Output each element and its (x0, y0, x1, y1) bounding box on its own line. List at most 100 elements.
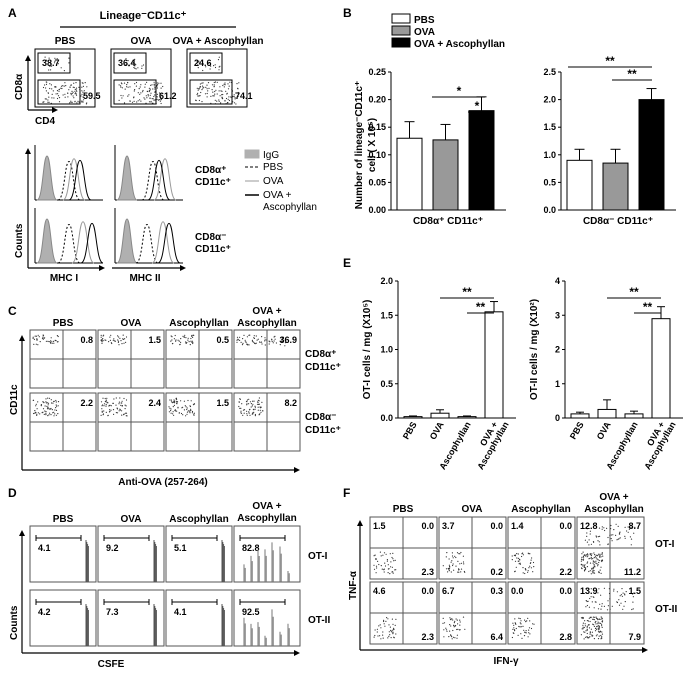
event-dot (132, 59, 134, 62)
event-dot (383, 623, 385, 625)
event-dot (101, 411, 103, 413)
event-dot (529, 565, 531, 567)
event-dot (515, 627, 517, 630)
event-dot (382, 634, 384, 636)
event-dot (112, 402, 114, 404)
event-dot (527, 571, 529, 573)
event-dot (110, 405, 112, 407)
event-dot (118, 403, 120, 405)
event-dot (530, 559, 532, 561)
panel-a-group-label: OVA (131, 36, 152, 47)
event-dot (394, 569, 396, 571)
bar (566, 159, 593, 211)
event-dot (120, 340, 122, 342)
event-dot (240, 412, 242, 414)
event-dot (150, 92, 152, 94)
event-dot (525, 621, 527, 623)
event-dot (46, 408, 49, 410)
event-dot (586, 532, 588, 534)
event-dot (375, 572, 377, 574)
event-dot (173, 338, 175, 340)
event-dot (33, 343, 35, 345)
event-dot (229, 81, 231, 83)
event-dot (120, 404, 122, 406)
event-dot (582, 555, 585, 558)
event-dot (589, 636, 591, 638)
event-dot (590, 573, 592, 575)
event-dot (529, 633, 531, 635)
quadrant-value-tr: 8.7 (628, 521, 641, 531)
event-dot (518, 563, 520, 565)
event-dot (112, 409, 115, 411)
event-dot (214, 64, 216, 66)
event-dot (183, 336, 185, 338)
event-dot (175, 398, 177, 400)
event-dot (599, 630, 602, 632)
quadrant-value-tr: 0.0 (421, 586, 434, 596)
event-dot (169, 399, 171, 401)
event-dot (254, 413, 256, 416)
event-dot (390, 629, 392, 632)
event-dot (453, 626, 455, 628)
event-dot (225, 97, 228, 100)
event-dot (223, 86, 225, 88)
event-dot (45, 90, 48, 92)
event-dot (598, 622, 600, 624)
event-dot (146, 81, 148, 83)
event-dot (118, 344, 120, 346)
event-dot (517, 634, 519, 637)
event-dot (108, 404, 110, 407)
event-dot (616, 591, 619, 593)
event-dot (377, 635, 379, 637)
gate-value-bottom: 59.5 (83, 91, 101, 101)
event-dot (198, 62, 200, 64)
event-dot (615, 523, 617, 525)
event-dot (64, 82, 66, 84)
event-dot (385, 620, 387, 623)
event-dot (192, 342, 194, 345)
event-dot (377, 560, 379, 563)
y-tick-label: 0.0 (380, 413, 393, 423)
event-dot (168, 411, 170, 413)
event-dot (35, 403, 37, 405)
event-dot (586, 625, 588, 627)
event-dot (244, 341, 246, 343)
event-dot (583, 566, 585, 568)
panel-c-quadrant-plot: 0.8 (29, 329, 97, 389)
event-dot (376, 628, 378, 630)
event-dot (586, 636, 588, 638)
event-dot (156, 96, 158, 98)
event-dot (102, 340, 104, 342)
event-dot (228, 96, 230, 98)
event-dot (217, 59, 220, 61)
event-dot (137, 92, 139, 94)
panel-a-hist-ylabel: Counts (14, 223, 25, 258)
event-dot (259, 409, 261, 411)
plot-frame (97, 525, 165, 583)
quadrant-value-tr: 0.0 (559, 521, 572, 531)
event-dot (121, 410, 123, 412)
event-dot (599, 603, 601, 605)
event-dot (44, 56, 46, 58)
scatter-frame (186, 48, 248, 108)
event-dot (36, 414, 38, 416)
event-dot (50, 65, 53, 67)
event-dot (625, 591, 627, 593)
event-dot (185, 415, 187, 417)
event-dot (56, 335, 59, 337)
event-dot (182, 335, 184, 337)
quadrant-value-tl: 1.4 (511, 521, 524, 531)
event-dot (595, 623, 597, 625)
event-dot (134, 65, 136, 67)
panel-a-hist-axis-y-head (25, 148, 31, 154)
panel-d-axis-y-label: Counts (9, 605, 20, 640)
event-dot (521, 555, 523, 558)
plot-frame (165, 525, 233, 583)
event-dot (394, 624, 396, 627)
event-dot (590, 556, 592, 559)
event-dot (47, 92, 49, 94)
event-dot (588, 558, 590, 560)
panel-a-hist-xlabel: MHC II (129, 273, 160, 284)
